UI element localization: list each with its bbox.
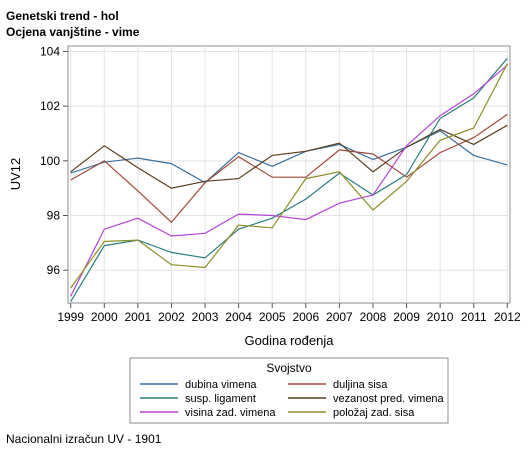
x-tick-label: 2000 [91, 310, 118, 324]
x-tick-label: 2002 [158, 310, 185, 324]
x-tick-label: 2004 [225, 310, 252, 324]
series-line-4 [70, 124, 508, 189]
y-tick-label: 102 [40, 99, 60, 113]
legend-label: vezanost pred. vimena [333, 393, 445, 405]
series-line-3 [70, 57, 508, 302]
x-tick-label: 2007 [326, 310, 353, 324]
x-tick-label: 2008 [360, 310, 387, 324]
x-tick-label: 2011 [461, 310, 487, 324]
x-tick-label: 2012 [494, 310, 521, 324]
series-line-1 [70, 130, 508, 184]
x-tick-label: 1999 [57, 310, 84, 324]
x-tick-label: 2003 [192, 310, 219, 324]
legend-label: položaj zad. sisa [333, 407, 415, 419]
legend-label: duljina sisa [333, 379, 388, 391]
x-tick-label: 2005 [259, 310, 286, 324]
series-line-2 [70, 113, 508, 224]
chart-subtitle: Ocjena vanjštine - vime [6, 25, 140, 39]
series-line-5 [70, 64, 508, 297]
plot-area [67, 45, 511, 304]
series-line-6 [70, 63, 508, 289]
legend-label: dubina vimena [185, 379, 257, 391]
legend-label: susp. ligament [185, 393, 256, 405]
x-tick-label: 2009 [393, 310, 420, 324]
x-tick-label: 2001 [125, 310, 152, 324]
x-axis: 1999 2000 2001 2002 2003 2004 2005 2006 2007 2008… [57, 303, 521, 324]
y-tick-label: 98 [47, 209, 61, 223]
y-axis-label: UV12 [8, 158, 23, 191]
legend: dubina vimena duljina sisa susp. ligament v… [140, 379, 445, 419]
y-tick-label: 100 [40, 154, 60, 168]
x-tick-label: 2006 [292, 310, 319, 324]
chart-title: Genetski trend - hol [6, 9, 119, 23]
y-tick-label: 104 [40, 44, 60, 58]
legend-title: Svojstvo [266, 361, 312, 375]
legend-label: visina zad. vimena [185, 407, 276, 419]
y-axis: 96 98 100 102 104 [40, 44, 68, 277]
x-tick-label: 2010 [427, 310, 454, 324]
y-tick-label: 96 [47, 263, 61, 277]
gridlines [68, 46, 510, 303]
footnote: Nacionalni izračun UV - 1901 [6, 432, 162, 446]
x-axis-label: Godina rođenja [245, 333, 335, 348]
series-lines [70, 57, 508, 302]
